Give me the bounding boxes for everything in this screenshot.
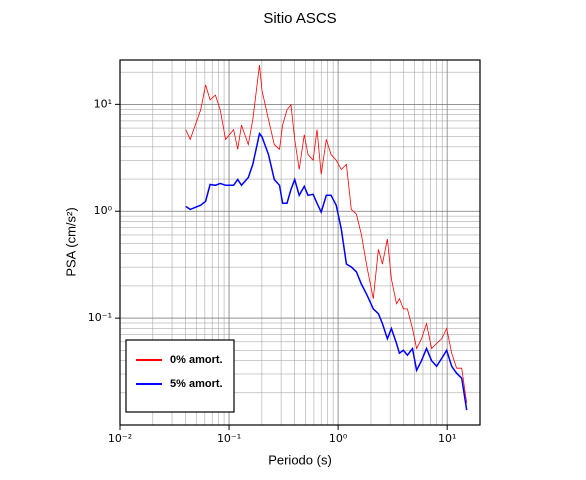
x-tick-label: 10⁻² [108,432,132,445]
y-tick-label: 10⁻¹ [88,311,112,324]
series-line [185,131,468,411]
x-tick-label: 10⁰ [329,432,348,445]
x-tick-label: 10¹ [438,432,456,445]
legend-label: 0% amort. [170,354,223,366]
chart-title: Sitio ASCS [263,10,336,27]
legend-label: 5% amort. [170,378,223,390]
y-tick-label: 10⁰ [94,204,113,217]
series-line [185,65,468,404]
legend-box [125,339,235,413]
x-axis-label: Periodo (s) [268,452,332,467]
y-tick-label: 10¹ [94,97,112,110]
x-tick-label: 10⁻¹ [217,432,241,445]
plot-frame [119,59,481,426]
y-axis-label: PSA (cm/s²) [63,207,78,276]
